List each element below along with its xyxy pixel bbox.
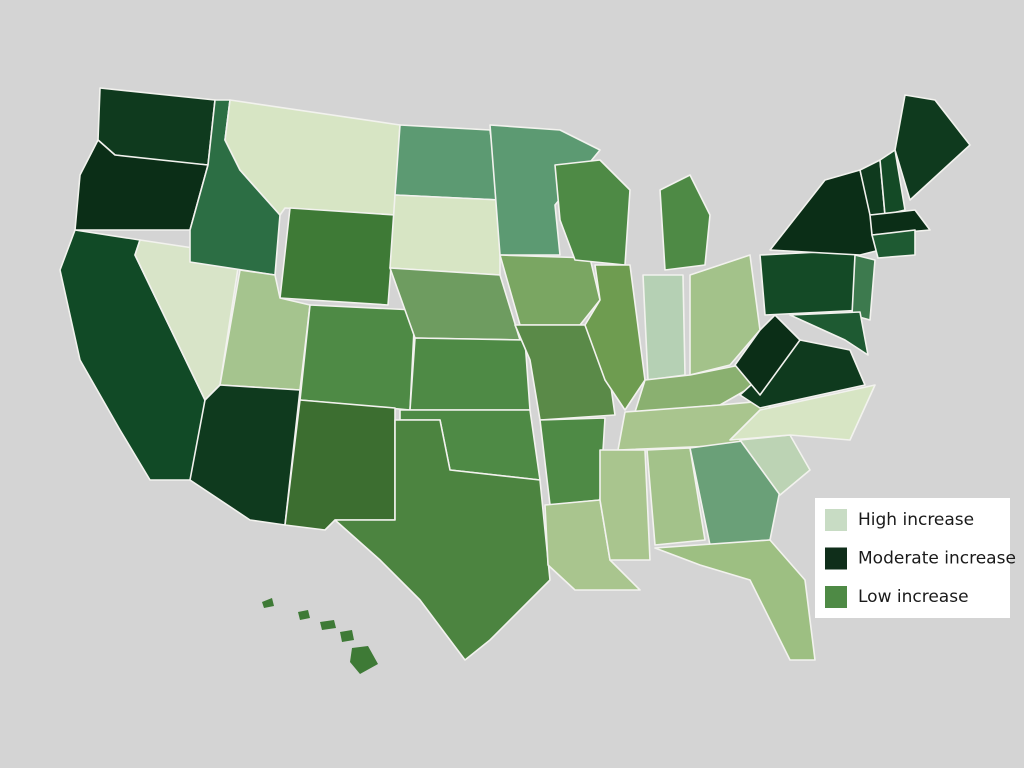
legend-label: Low increase xyxy=(858,587,969,607)
state xyxy=(299,304,416,411)
state xyxy=(584,264,646,411)
state xyxy=(689,254,761,376)
island xyxy=(298,610,310,620)
state xyxy=(334,419,551,661)
state xyxy=(654,539,816,661)
state xyxy=(734,314,801,396)
state xyxy=(759,249,866,316)
state xyxy=(599,449,651,561)
island xyxy=(340,630,354,642)
legend-swatch xyxy=(825,586,847,608)
state xyxy=(409,337,531,411)
island xyxy=(320,620,336,630)
legend-label: High increase xyxy=(858,510,974,530)
state xyxy=(646,447,706,546)
state xyxy=(279,207,396,306)
state xyxy=(539,417,606,506)
state xyxy=(642,274,686,381)
state xyxy=(879,149,906,216)
legend-label: Moderate increase xyxy=(858,549,1016,569)
state xyxy=(97,87,216,166)
state xyxy=(894,94,971,201)
state xyxy=(789,311,869,356)
state xyxy=(189,384,301,526)
island xyxy=(350,646,378,674)
legend-box xyxy=(815,498,1010,618)
legend-swatch xyxy=(825,509,847,531)
state xyxy=(869,209,931,236)
states xyxy=(59,87,971,661)
island xyxy=(262,598,274,608)
legend-swatch xyxy=(825,547,847,570)
legend: High increase Moderate increase Low increa… xyxy=(815,498,1016,618)
state xyxy=(394,124,501,201)
state xyxy=(729,384,876,441)
hawaii xyxy=(262,598,378,674)
state xyxy=(284,399,396,531)
state xyxy=(871,229,916,259)
state xyxy=(659,174,711,271)
state xyxy=(389,194,501,276)
state xyxy=(851,254,876,321)
